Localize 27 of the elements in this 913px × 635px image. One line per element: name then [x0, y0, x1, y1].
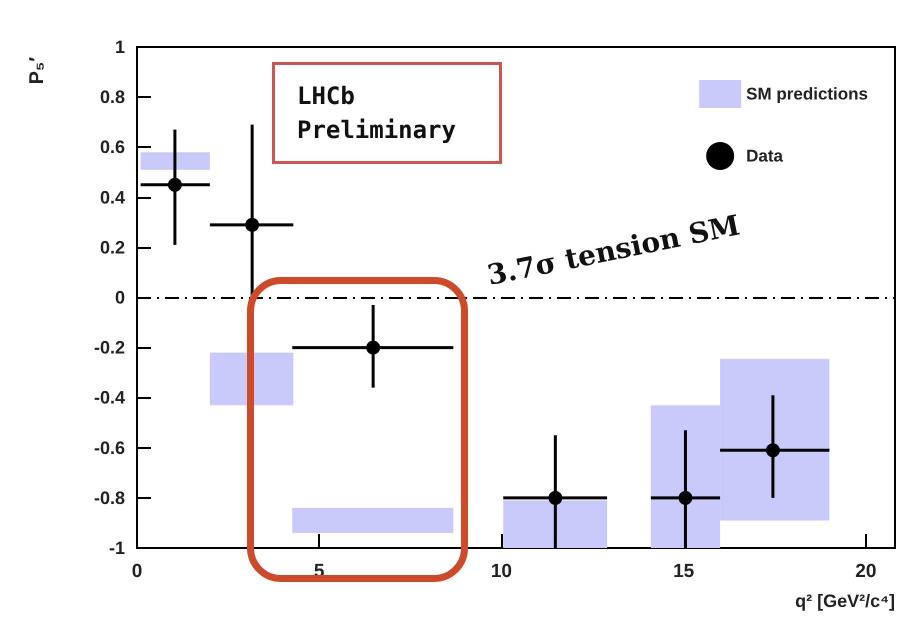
y-tick-label: -0.4	[94, 388, 125, 408]
y-tick-label: 1	[114, 37, 125, 57]
x-tick-label: 10	[490, 561, 512, 582]
point	[168, 178, 182, 192]
point	[366, 340, 380, 355]
y-tick-label: 0.6	[100, 137, 125, 158]
legend-label: SM predictions	[746, 84, 868, 104]
point	[548, 490, 562, 505]
annotation: LHCb Preliminary	[297, 82, 456, 144]
y-tick-label: -0.2	[94, 338, 125, 358]
point	[766, 443, 780, 458]
y-axis-title: P₅′	[26, 56, 48, 84]
point	[245, 218, 260, 232]
point	[678, 490, 692, 505]
y-tick-label: 0	[114, 288, 125, 308]
x-axis-title: q² [GeV²/c⁴]	[795, 591, 895, 611]
y-tick-label: 0.4	[100, 187, 125, 208]
y-tick-label: 0.8	[100, 87, 125, 108]
y-tick-label: -0.8	[94, 488, 125, 508]
y-tick-label: -1	[108, 538, 125, 558]
x-tick-label: 0	[132, 561, 142, 582]
legend-label: Data	[746, 146, 784, 166]
annotation: 3.7σ tension SM	[484, 208, 743, 292]
x-tick-label: 20	[855, 561, 876, 582]
y-tick-label: 0.2	[100, 237, 125, 258]
y-tick-label: -0.6	[94, 438, 125, 458]
x-tick-label: 15	[673, 561, 695, 582]
